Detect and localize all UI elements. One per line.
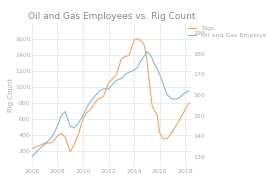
Rigs	[47, 142, 50, 144]
Oil and Gas Employees	[98, 90, 101, 92]
Rigs	[135, 38, 138, 40]
Oil and Gas Employees	[60, 115, 63, 117]
Rigs	[89, 108, 92, 111]
Rigs	[94, 100, 97, 103]
Rigs	[127, 55, 131, 57]
Rigs	[69, 151, 72, 153]
Oil and Gas Employees	[150, 57, 153, 59]
Oil and Gas Employees	[102, 88, 105, 90]
Oil and Gas Employees	[89, 100, 92, 102]
Rigs	[81, 118, 85, 120]
Legend: Rigs, Oil and Gas Employees: Rigs, Oil and Gas Employees	[186, 23, 266, 41]
Rigs	[38, 144, 41, 147]
Rigs	[145, 58, 148, 60]
Oil and Gas Employees	[47, 139, 50, 142]
Rigs	[72, 144, 76, 146]
Oil and Gas Employees	[76, 123, 80, 125]
Oil and Gas Employees	[64, 110, 67, 113]
Oil and Gas Employees	[94, 94, 97, 96]
Oil and Gas Employees	[155, 67, 159, 69]
Oil and Gas Employees	[148, 53, 151, 55]
Oil and Gas Employees	[81, 115, 85, 117]
Oil and Gas Employees	[138, 63, 141, 65]
Oil and Gas Employees	[135, 67, 138, 69]
Oil and Gas Employees	[51, 135, 54, 137]
Oil and Gas Employees	[145, 51, 148, 53]
Oil and Gas Employees	[107, 88, 110, 90]
Oil and Gas Employees	[187, 90, 190, 92]
Rigs	[51, 141, 54, 143]
Title: Oil and Gas Employees vs. Rig Count: Oil and Gas Employees vs. Rig Count	[28, 12, 196, 21]
Oil and Gas Employees	[72, 127, 76, 129]
Rigs	[132, 39, 136, 42]
Oil and Gas Employees	[56, 125, 59, 127]
Rigs	[30, 148, 34, 150]
Oil and Gas Employees	[158, 73, 161, 75]
Rigs	[60, 132, 63, 135]
Oil and Gas Employees	[166, 94, 169, 96]
Oil and Gas Employees	[115, 79, 118, 82]
Oil and Gas Employees	[30, 156, 34, 158]
Rigs	[120, 58, 123, 60]
Rigs	[111, 78, 114, 80]
Rigs	[171, 131, 174, 133]
Rigs	[56, 135, 59, 137]
Oil and Gas Employees	[174, 98, 178, 100]
Rigs	[148, 82, 151, 84]
Rigs	[150, 104, 153, 106]
Oil and Gas Employees	[132, 69, 136, 71]
Rigs	[162, 138, 165, 140]
Oil and Gas Employees	[38, 147, 41, 150]
Oil and Gas Employees	[162, 84, 165, 86]
Rigs	[174, 124, 178, 127]
Oil and Gas Employees	[184, 92, 187, 94]
Rigs	[123, 55, 127, 58]
Rigs	[153, 110, 156, 112]
Rigs	[138, 39, 141, 41]
Line: Oil and Gas Employees: Oil and Gas Employees	[32, 52, 189, 157]
Rigs	[64, 136, 67, 138]
Rigs	[102, 95, 105, 98]
Oil and Gas Employees	[127, 71, 131, 74]
Rigs	[107, 82, 110, 84]
Rigs	[155, 113, 159, 115]
Oil and Gas Employees	[34, 152, 37, 154]
Rigs	[85, 112, 88, 114]
Rigs	[76, 135, 80, 137]
Rigs	[158, 131, 161, 134]
Rigs	[187, 102, 190, 104]
Oil and Gas Employees	[178, 96, 182, 98]
Rigs	[166, 137, 169, 139]
Rigs	[184, 108, 187, 111]
Rigs	[178, 118, 182, 120]
Oil and Gas Employees	[120, 77, 123, 80]
Oil and Gas Employees	[85, 106, 88, 108]
Oil and Gas Employees	[111, 84, 114, 86]
Oil and Gas Employees	[140, 59, 143, 61]
Oil and Gas Employees	[143, 55, 146, 57]
Rigs	[143, 44, 146, 46]
Oil and Gas Employees	[69, 125, 72, 127]
Oil and Gas Employees	[123, 73, 127, 75]
Rigs	[140, 40, 143, 42]
Rigs	[115, 74, 118, 76]
Rigs	[43, 142, 46, 144]
Oil and Gas Employees	[153, 63, 156, 65]
Line: Rigs: Rigs	[32, 39, 189, 152]
Rigs	[98, 97, 101, 99]
Y-axis label: Rig Count: Rig Count	[7, 78, 14, 112]
Oil and Gas Employees	[171, 98, 174, 100]
Rigs	[34, 146, 37, 148]
Oil and Gas Employees	[43, 143, 46, 146]
